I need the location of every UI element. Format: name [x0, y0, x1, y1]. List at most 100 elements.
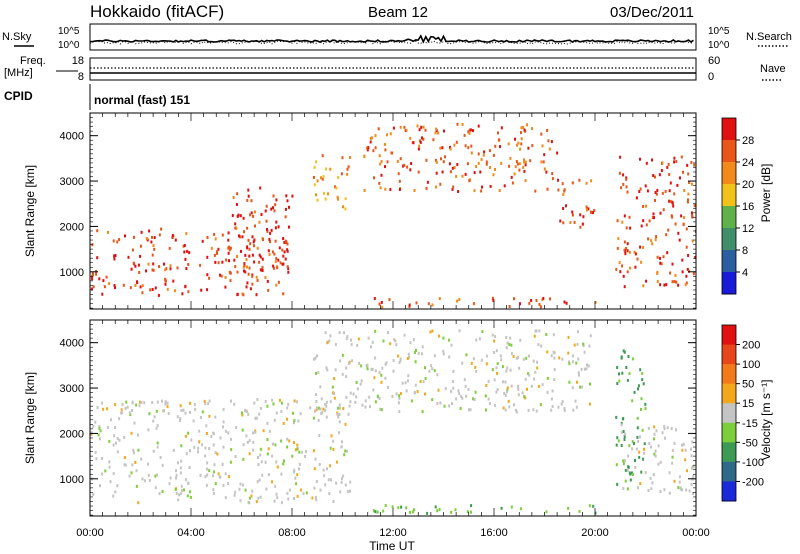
- data-cell: [383, 143, 386, 146]
- data-cell: [685, 488, 688, 492]
- data-cell: [652, 212, 655, 216]
- data-cell: [468, 408, 470, 412]
- data-cell: [274, 226, 277, 230]
- data-cell: [212, 474, 214, 478]
- data-cell: [164, 279, 167, 283]
- data-cell: [166, 287, 169, 291]
- data-cell: [539, 403, 542, 407]
- data-cell: [644, 184, 647, 188]
- data-cell: [661, 161, 664, 165]
- data-cell: [143, 401, 146, 405]
- data-cell: [124, 463, 127, 467]
- data-cell: [397, 506, 400, 510]
- data-cell: [322, 175, 325, 179]
- data-cell: [185, 452, 188, 456]
- data-cell: [466, 162, 469, 166]
- data-cell: [217, 261, 220, 265]
- colorbar-segment: [722, 162, 736, 185]
- data-cell: [204, 454, 207, 458]
- data-cell: [524, 160, 527, 164]
- data-cell: [253, 260, 256, 264]
- data-cell: [378, 181, 381, 185]
- data-cell: [175, 469, 177, 473]
- data-cell: [504, 393, 507, 397]
- data-cell: [229, 460, 232, 464]
- data-cell: [153, 247, 156, 251]
- data-cell: [567, 335, 570, 339]
- data-cell: [244, 270, 247, 274]
- data-cell: [243, 262, 246, 266]
- data-cell: [500, 358, 503, 362]
- data-cell: [504, 408, 507, 412]
- data-cell: [442, 160, 445, 164]
- power-colorbar-label: Power [dB]: [759, 164, 773, 223]
- data-cell: [138, 404, 141, 408]
- data-cell: [208, 276, 211, 280]
- data-cell: [329, 334, 332, 338]
- data-cell: [242, 483, 245, 487]
- data-cell: [622, 487, 625, 491]
- x-tick-label: 16:00: [480, 527, 508, 539]
- data-cell: [434, 158, 437, 162]
- data-cell: [629, 478, 632, 482]
- data-cell: [371, 136, 373, 140]
- data-cell: [343, 331, 345, 335]
- data-cell: [346, 167, 349, 171]
- data-cell: [250, 211, 253, 215]
- data-cell: [277, 280, 280, 284]
- data-cell: [634, 466, 637, 469]
- data-cell: [221, 260, 224, 264]
- data-cell: [692, 474, 695, 478]
- data-cell: [419, 140, 422, 144]
- data-cell: [659, 283, 662, 287]
- data-cell: [266, 228, 268, 231]
- data-cell: [470, 361, 473, 365]
- data-cell: [458, 329, 461, 333]
- nave-tick-0: 0: [708, 71, 714, 83]
- data-cell: [274, 260, 277, 264]
- data-cell: [295, 400, 298, 404]
- data-cell: [644, 471, 647, 475]
- data-cell: [344, 207, 347, 211]
- data-cell: [467, 146, 470, 150]
- data-cell: [312, 176, 315, 179]
- data-cell: [520, 131, 522, 135]
- data-cell: [553, 351, 556, 355]
- data-cell: [372, 509, 375, 513]
- data-cell: [91, 273, 94, 277]
- data-cell: [257, 463, 260, 467]
- data-cell: [163, 409, 165, 413]
- data-cell: [654, 238, 657, 242]
- data-cell: [450, 510, 453, 514]
- data-cell: [287, 497, 290, 501]
- data-cell: [645, 223, 648, 227]
- data-cell: [360, 364, 363, 368]
- data-cell: [442, 352, 445, 356]
- data-cell: [691, 440, 694, 444]
- data-cell: [90, 287, 93, 291]
- data-cell: [673, 479, 676, 483]
- data-cell: [113, 254, 116, 258]
- data-cell: [95, 272, 98, 276]
- data-cell: [184, 411, 187, 415]
- data-cell: [487, 397, 490, 401]
- velocity-ylabel: Slant Range [km]: [23, 372, 37, 464]
- data-cell: [235, 426, 238, 429]
- data-cell: [313, 165, 316, 169]
- data-cell: [412, 141, 415, 145]
- data-cell: [151, 401, 154, 405]
- colorbar-tick-label: -15: [742, 418, 758, 430]
- data-cell: [335, 186, 338, 190]
- data-cell: [265, 219, 268, 223]
- data-cell: [141, 291, 144, 295]
- data-cell: [249, 213, 252, 217]
- data-cell: [494, 144, 497, 148]
- data-cell: [592, 504, 595, 508]
- data-cell: [519, 147, 522, 151]
- data-cell: [103, 285, 106, 289]
- data-cell: [382, 339, 385, 343]
- data-cell: [510, 384, 513, 388]
- data-cell: [503, 392, 506, 395]
- data-cell: [455, 140, 458, 144]
- data-cell: [690, 482, 693, 486]
